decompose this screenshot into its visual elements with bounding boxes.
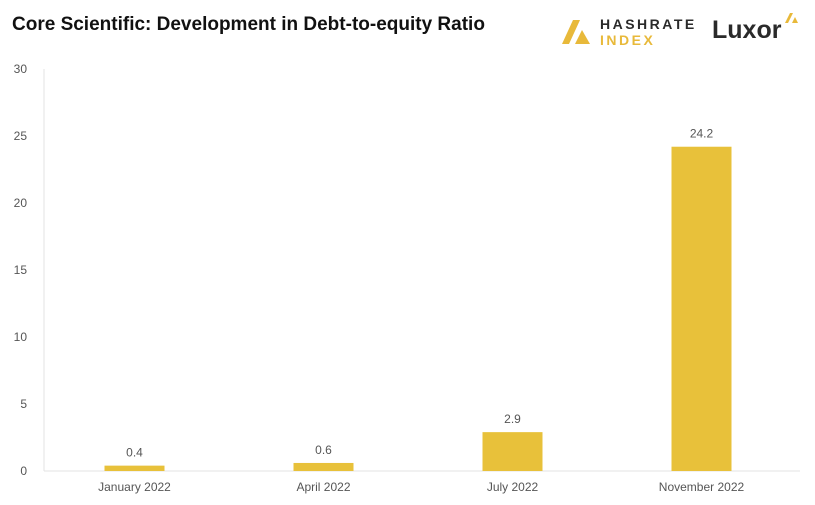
y-tick-label: 25 [14,129,28,143]
data-label: 0.6 [315,443,332,457]
chart-title: Core Scientific: Development in Debt-to-… [12,14,485,35]
y-tick-label: 5 [20,397,27,411]
hashrate-index-logo-icon [562,20,590,44]
bar [104,465,165,471]
data-label: 24.2 [690,127,714,141]
data-label: 0.4 [126,446,143,460]
index-logo-text: INDEX [600,32,656,48]
bar-series [104,146,732,471]
bar [293,462,354,471]
hashrate-index-logo: HASHRATE INDEX [560,14,694,50]
y-tick-label: 0 [20,464,27,478]
y-tick-label: 10 [14,330,28,344]
luxor-logo-icon [785,13,798,23]
data-labels: 0.4 0.6 2.9 24.2 [126,127,713,460]
data-label: 2.9 [504,412,521,426]
bar [671,146,732,471]
luxor-logo: Luxor [712,12,807,48]
y-tick-label: 20 [14,196,28,210]
x-tick-label: January 2022 [98,480,171,494]
y-tick-label: 30 [14,62,28,76]
x-tick-label: November 2022 [659,480,745,494]
x-tick-label: April 2022 [296,480,350,494]
x-tick-label: July 2022 [487,480,539,494]
y-tick-label: 15 [14,263,28,277]
luxor-logo-text: Luxor [712,16,782,44]
hashrate-logo-text: HASHRATE [600,16,697,32]
bar [482,432,543,471]
